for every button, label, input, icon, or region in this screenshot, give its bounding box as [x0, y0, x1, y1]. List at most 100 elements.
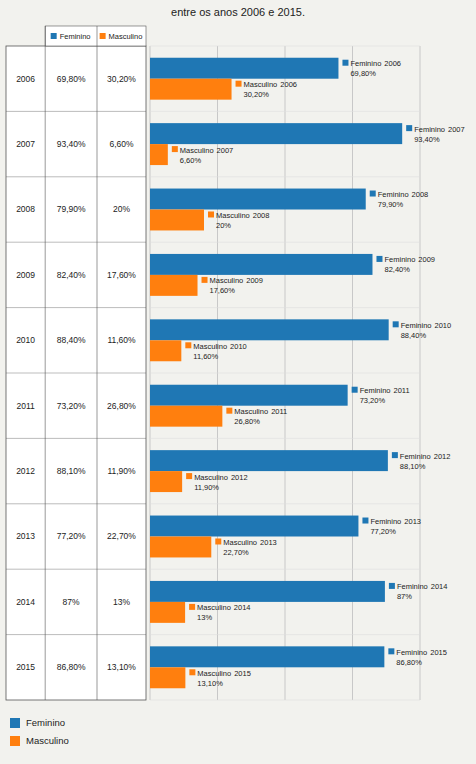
table-value: 22,70% [107, 531, 136, 541]
table-row-line [6, 634, 146, 635]
table-row-line [6, 569, 146, 570]
label-swatch [370, 191, 376, 197]
bar [150, 144, 168, 165]
table-row-line [6, 176, 146, 177]
table-category: 2006 [16, 74, 35, 84]
bars [150, 58, 402, 689]
label-swatch [215, 538, 221, 544]
chart: entre os anos 2006 e 2015.Feminino200669… [0, 0, 476, 764]
data-label-series: Masculino [223, 538, 257, 547]
table-value: 93,40% [57, 139, 86, 149]
table-header: Masculino [109, 32, 143, 41]
table-value: 77,20% [57, 531, 86, 541]
data-label-series: Feminino [384, 255, 415, 264]
data-label-series: Masculino [210, 276, 244, 285]
table-value: 13% [113, 597, 130, 607]
data-label: 87% [397, 592, 412, 601]
label-swatch [362, 518, 368, 524]
table-row-line [6, 111, 146, 112]
table-value: 20% [113, 204, 130, 214]
table-value: 88,10% [57, 466, 86, 476]
legend-swatch [10, 718, 20, 728]
data-label-category: 2014 [431, 582, 448, 591]
table-column-line [97, 26, 98, 700]
data-label-category: 2015 [430, 648, 447, 657]
data-label-category: 2010 [435, 321, 452, 330]
label-swatch [186, 473, 192, 479]
bar [150, 450, 388, 471]
label-swatch [392, 452, 398, 458]
data-label-category: 2008 [253, 211, 270, 220]
table-value: 73,20% [57, 401, 86, 411]
table-header-frame [45, 26, 146, 46]
data-label: 11,90% [194, 483, 219, 492]
data-label-series: Feminino [397, 582, 428, 591]
data-label-series: Feminino [414, 125, 445, 134]
row-separator [150, 634, 420, 635]
table-category: 2014 [16, 597, 35, 607]
row-separator [150, 111, 420, 112]
table-value: 87% [63, 597, 80, 607]
bar [150, 646, 384, 667]
data-label-series: Masculino [194, 473, 228, 482]
legend-entry: Feminino [26, 717, 65, 728]
data-label: 11,60% [193, 352, 218, 361]
data-label-category: 2011 [271, 407, 287, 416]
data-label: 79,90% [378, 200, 404, 209]
legend: FemininoMasculino [10, 717, 69, 746]
table-category: 2011 [16, 401, 35, 411]
table-category: 2012 [16, 466, 35, 476]
table: FemininoMasculino200669,80%30,20%200793,… [6, 26, 146, 700]
data-label-series: Masculino [180, 146, 214, 155]
bar [150, 254, 372, 275]
data-label-series: Feminino [350, 59, 381, 68]
label-swatch [388, 648, 394, 654]
table-category: 2015 [16, 662, 35, 672]
data-label-category: 2006 [280, 80, 297, 89]
table-row-line [6, 503, 146, 504]
data-label: 82,40% [384, 265, 410, 274]
data-label-series: Feminino [396, 648, 427, 657]
bar [150, 581, 385, 602]
data-label-series: Feminino [401, 321, 432, 330]
data-label: 13% [197, 613, 212, 622]
table-row-line [6, 438, 146, 439]
data-label-series: Masculino [216, 211, 250, 220]
table-column-line [45, 26, 46, 700]
label-swatch [376, 256, 382, 262]
data-label: 77,20% [370, 527, 396, 536]
data-label: 20% [216, 221, 231, 230]
row-separator [150, 46, 420, 47]
data-label-category: 2013 [260, 538, 277, 547]
label-swatch [208, 211, 214, 217]
row-separator [150, 438, 420, 439]
table-header-swatch [51, 33, 57, 39]
grid [150, 46, 420, 700]
label-swatch [202, 277, 208, 283]
table-value: 11,60% [107, 335, 136, 345]
bar [150, 340, 181, 361]
table-header: Feminino [60, 32, 91, 41]
data-label-category: 2006 [384, 59, 401, 68]
data-label-series: Feminino [400, 452, 431, 461]
label-swatch [189, 669, 195, 675]
bar [150, 516, 358, 537]
bar [150, 537, 211, 558]
data-label-category: 2012 [231, 473, 248, 482]
label-swatch [226, 408, 232, 414]
data-label: 86,80% [396, 658, 422, 667]
table-value: 17,60% [107, 270, 136, 280]
label-swatch [393, 321, 399, 327]
label-swatch [389, 583, 395, 589]
bar [150, 667, 185, 688]
table-row-line [6, 307, 146, 308]
data-label: 88,10% [400, 462, 426, 471]
row-separator [150, 503, 420, 504]
table-value: 88,40% [57, 335, 86, 345]
data-labels: Feminino200669,80%Feminino200793,40%Femi… [172, 59, 465, 688]
bar [150, 602, 185, 623]
data-label-category: 2013 [404, 517, 421, 526]
data-label-category: 2015 [234, 669, 251, 678]
row-separator [150, 373, 420, 374]
bar [150, 79, 232, 100]
